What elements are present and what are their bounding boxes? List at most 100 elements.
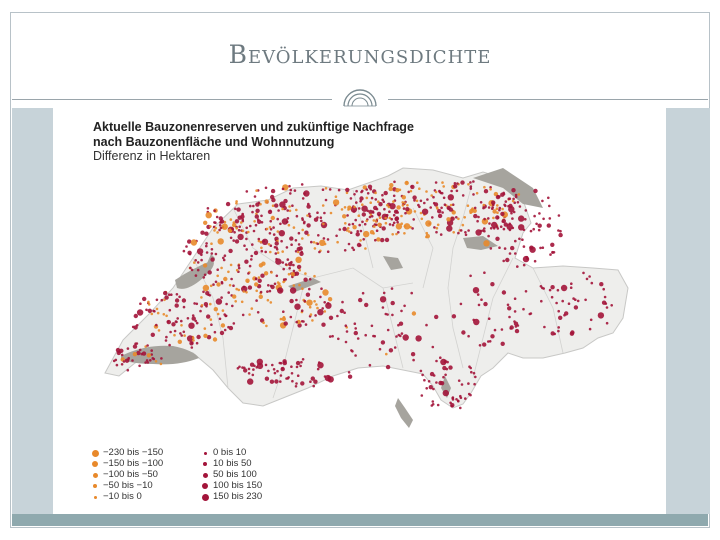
map-dot (388, 348, 394, 353)
map-dot (413, 210, 417, 213)
map-dot (502, 192, 506, 196)
map-dot (232, 322, 236, 325)
map-dot (400, 214, 403, 218)
map-dot (416, 181, 419, 184)
map-dot (286, 258, 290, 261)
map-dot (376, 237, 381, 242)
map-dot (423, 201, 426, 205)
map-dot (276, 230, 280, 233)
map-dot (281, 261, 285, 264)
map-dot (385, 364, 391, 370)
map-dot (351, 246, 354, 250)
map-dot (524, 218, 527, 221)
map-dot (461, 223, 465, 227)
map-dot (588, 327, 592, 331)
map-dot (441, 211, 444, 214)
map-dot (319, 295, 322, 299)
map-dot (451, 210, 456, 215)
map-dot (256, 311, 260, 314)
map-dot (257, 201, 261, 205)
map-dot (419, 369, 423, 373)
map-dot (250, 307, 254, 310)
map-dot (303, 220, 306, 224)
map-dot (392, 200, 395, 203)
map-dot (260, 246, 263, 250)
map-dot (322, 222, 325, 226)
map-dot (295, 320, 298, 324)
map-dot (393, 180, 396, 184)
map-dot (180, 319, 183, 323)
map-dot (323, 375, 327, 378)
map-dot (199, 309, 202, 313)
map-dot (389, 183, 394, 188)
map-dot (293, 189, 297, 192)
map-dot (430, 194, 434, 197)
map-dot (218, 317, 222, 321)
map-dot (371, 210, 375, 213)
map-dot (361, 205, 368, 212)
map-dot (323, 211, 326, 215)
map-dot (497, 195, 500, 198)
map-dot (480, 298, 483, 301)
map-dot (289, 188, 293, 192)
map-dot (253, 220, 256, 223)
map-dot (216, 268, 219, 271)
map-dot (344, 222, 347, 225)
map-dot (460, 383, 464, 386)
map-dot (448, 365, 453, 370)
map-dot (316, 367, 320, 371)
map-dot (412, 358, 415, 362)
map-dot (353, 193, 356, 196)
map-dot (477, 303, 481, 307)
map-dot (413, 199, 416, 202)
map-dot (132, 344, 138, 349)
map-dot (429, 371, 435, 377)
map-dot (162, 313, 166, 316)
map-dot (294, 271, 300, 276)
map-dot (266, 298, 270, 302)
map-dot (496, 211, 499, 214)
map-dot (167, 293, 171, 296)
map-dot (240, 214, 245, 219)
map-dot (145, 308, 148, 312)
map-dot (232, 294, 237, 299)
map-dot (205, 242, 208, 245)
map-dot (219, 219, 225, 224)
map-dot (349, 231, 353, 234)
map-dot (374, 191, 377, 195)
map-dot (390, 217, 394, 221)
map-dot (295, 214, 299, 218)
map-dot (160, 298, 164, 302)
map-dot (517, 193, 521, 196)
map-dot (409, 225, 412, 229)
map-dot (572, 297, 575, 300)
map-dot (397, 323, 400, 327)
map-dot (189, 266, 192, 270)
map-heading-line3: Differenz in Hektaren (93, 149, 211, 163)
map-dot (418, 187, 421, 190)
map-dot (358, 297, 363, 303)
map-dot (290, 372, 294, 375)
map-dot (370, 324, 374, 328)
map-dot (241, 313, 245, 317)
map-dot (498, 208, 501, 212)
map-dot (188, 252, 192, 256)
map-dot (232, 221, 236, 224)
map-dot (357, 214, 361, 217)
map-dot (355, 189, 358, 193)
map-dot (453, 182, 457, 185)
map-dot (285, 220, 289, 224)
map-dot (254, 282, 259, 287)
map-dot (427, 380, 431, 383)
map-dot (153, 310, 156, 313)
map-dot (524, 290, 528, 293)
map-dot (364, 247, 367, 250)
map-dot (386, 313, 389, 316)
map-dot (205, 251, 209, 254)
map-dot (227, 291, 230, 294)
map-dot (395, 188, 400, 193)
map-dot (582, 271, 585, 275)
map-dot (467, 229, 470, 232)
map-dot (296, 246, 301, 252)
map-dot (202, 284, 210, 292)
